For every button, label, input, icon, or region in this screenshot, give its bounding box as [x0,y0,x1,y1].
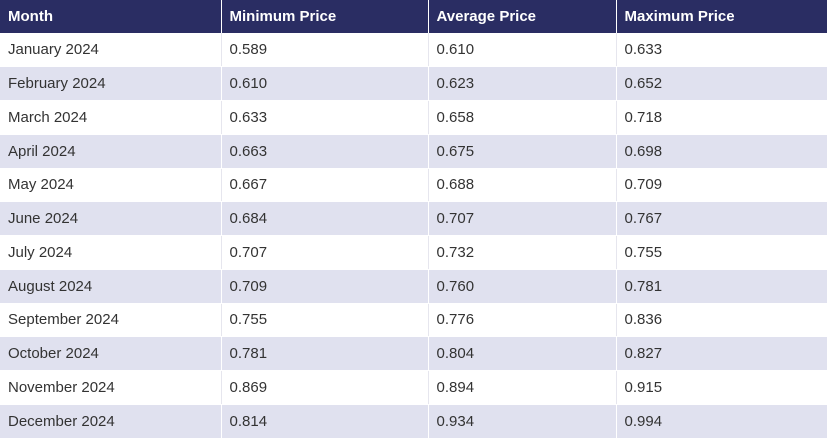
column-header-maximum-price: Maximum Price [616,0,827,33]
minimum-price-cell: 0.610 [221,66,429,101]
month-cell: November 2024 [0,370,222,405]
month-cell: March 2024 [0,100,222,135]
maximum-price-cell: 0.698 [616,134,827,169]
table-header: Month Minimum Price Average Price Maximu… [0,0,827,33]
maximum-price-cell: 0.709 [616,168,827,203]
table-row: May 2024 0.667 0.688 0.709 [0,168,827,203]
average-price-cell: 0.675 [428,134,617,169]
table-row: September 2024 0.755 0.776 0.836 [0,303,827,338]
average-price-cell: 0.894 [428,370,617,405]
month-cell: December 2024 [0,404,222,438]
month-cell: January 2024 [0,33,222,68]
minimum-price-cell: 0.869 [221,370,429,405]
average-price-cell: 0.732 [428,235,617,270]
minimum-price-cell: 0.755 [221,303,429,338]
maximum-price-cell: 0.994 [616,404,827,438]
month-cell: May 2024 [0,168,222,203]
table-row: February 2024 0.610 0.623 0.652 [0,66,827,101]
month-cell: October 2024 [0,336,222,371]
maximum-price-cell: 0.836 [616,303,827,338]
month-cell: July 2024 [0,235,222,270]
month-cell: April 2024 [0,134,222,169]
table-body: January 2024 0.589 0.610 0.633 February … [0,33,827,438]
minimum-price-cell: 0.814 [221,404,429,438]
table-row: January 2024 0.589 0.610 0.633 [0,33,827,68]
column-header-average-price: Average Price [428,0,617,33]
month-cell: August 2024 [0,269,222,304]
maximum-price-cell: 0.915 [616,370,827,405]
minimum-price-cell: 0.781 [221,336,429,371]
table-row: August 2024 0.709 0.760 0.781 [0,269,827,304]
average-price-cell: 0.610 [428,33,617,68]
maximum-price-cell: 0.652 [616,66,827,101]
minimum-price-cell: 0.667 [221,168,429,203]
maximum-price-cell: 0.755 [616,235,827,270]
average-price-cell: 0.658 [428,100,617,135]
table-row: November 2024 0.869 0.894 0.915 [0,370,827,405]
maximum-price-cell: 0.827 [616,336,827,371]
month-cell: June 2024 [0,201,222,236]
table-row: July 2024 0.707 0.732 0.755 [0,235,827,270]
minimum-price-cell: 0.707 [221,235,429,270]
table-row: June 2024 0.684 0.707 0.767 [0,201,827,236]
column-header-month: Month [0,0,222,33]
average-price-cell: 0.804 [428,336,617,371]
maximum-price-cell: 0.781 [616,269,827,304]
maximum-price-cell: 0.767 [616,201,827,236]
minimum-price-cell: 0.633 [221,100,429,135]
average-price-cell: 0.688 [428,168,617,203]
average-price-cell: 0.707 [428,201,617,236]
minimum-price-cell: 0.684 [221,201,429,236]
minimum-price-cell: 0.709 [221,269,429,304]
average-price-cell: 0.776 [428,303,617,338]
table-row: March 2024 0.633 0.658 0.718 [0,100,827,135]
maximum-price-cell: 0.633 [616,33,827,68]
table-row: December 2024 0.814 0.934 0.994 [0,404,827,438]
table-row: April 2024 0.663 0.675 0.698 [0,134,827,169]
average-price-cell: 0.934 [428,404,617,438]
average-price-cell: 0.623 [428,66,617,101]
month-cell: September 2024 [0,303,222,338]
month-cell: February 2024 [0,66,222,101]
minimum-price-cell: 0.663 [221,134,429,169]
average-price-cell: 0.760 [428,269,617,304]
table-row: October 2024 0.781 0.804 0.827 [0,336,827,371]
minimum-price-cell: 0.589 [221,33,429,68]
maximum-price-cell: 0.718 [616,100,827,135]
column-header-minimum-price: Minimum Price [221,0,429,33]
header-row: Month Minimum Price Average Price Maximu… [0,0,827,33]
